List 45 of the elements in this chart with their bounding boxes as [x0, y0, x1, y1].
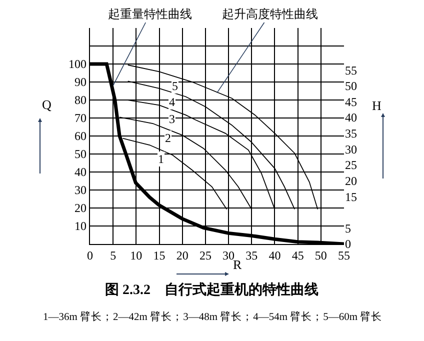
y2-tick-label: 15 — [345, 190, 357, 204]
series-label: 4 — [169, 95, 175, 109]
y-tick-label: 40 — [74, 165, 86, 180]
y2-tick-label: 55 — [345, 63, 357, 78]
y2-axis-title: H — [372, 98, 382, 113]
series-label: 5 — [172, 79, 178, 93]
y-axis-title: Q — [42, 97, 52, 112]
y-tick-label: 50 — [74, 147, 86, 162]
y2-tick-label: 20 — [345, 174, 357, 188]
x-tick-label: 0 — [87, 248, 93, 262]
x-tick-label: 25 — [199, 248, 212, 262]
x-tick-label: 15 — [153, 248, 166, 262]
x-tick-label: 30 — [222, 248, 235, 262]
y-tick-label: 100 — [68, 57, 86, 72]
y-tick-label: 90 — [74, 75, 86, 90]
y-tick-label: 70 — [74, 111, 86, 126]
y2-tick-label: 35 — [345, 126, 357, 141]
annotation: 起重量特性曲线 — [108, 7, 192, 21]
x-tick-label: 40 — [268, 248, 281, 262]
annotation: 起升高度特性曲线 — [222, 7, 318, 21]
y2-tick-label: 40 — [345, 110, 357, 125]
y2-tick-label: 0 — [345, 237, 351, 252]
y2-tick-label: 45 — [345, 94, 357, 109]
x-tick-label: 55 — [338, 248, 350, 262]
x-tick-label: 50 — [314, 248, 327, 262]
y-tick-label: 10 — [74, 219, 86, 234]
y2-tick-label: 25 — [345, 158, 357, 172]
y-tick-label: 80 — [74, 93, 86, 108]
x-axis-title: R — [233, 257, 242, 272]
y-tick-label: 20 — [74, 201, 86, 216]
x-tick-label: 10 — [130, 248, 142, 262]
text: 1—36m 臂长；2—42m 臂长；3—48m 臂长；4—54m 臂长；5—60m 臂长 — [43, 310, 382, 323]
series-label: 2 — [165, 131, 171, 145]
y2-tick-label: 5 — [345, 221, 351, 236]
x-tick-label: 35 — [246, 248, 258, 262]
series-label: 1 — [158, 152, 164, 166]
y2-tick-label: 50 — [345, 79, 357, 94]
y2-tick-label: 30 — [345, 142, 357, 156]
series-label: 3 — [169, 112, 175, 126]
y-tick-label: 60 — [74, 129, 86, 144]
text: 图 2.3.2 自行式起重机的特性曲线 — [105, 282, 318, 298]
y-tick-label: 30 — [74, 183, 86, 198]
x-tick-label: 5 — [110, 248, 116, 262]
x-tick-label: 45 — [292, 248, 304, 262]
x-tick-label: 20 — [176, 248, 188, 262]
